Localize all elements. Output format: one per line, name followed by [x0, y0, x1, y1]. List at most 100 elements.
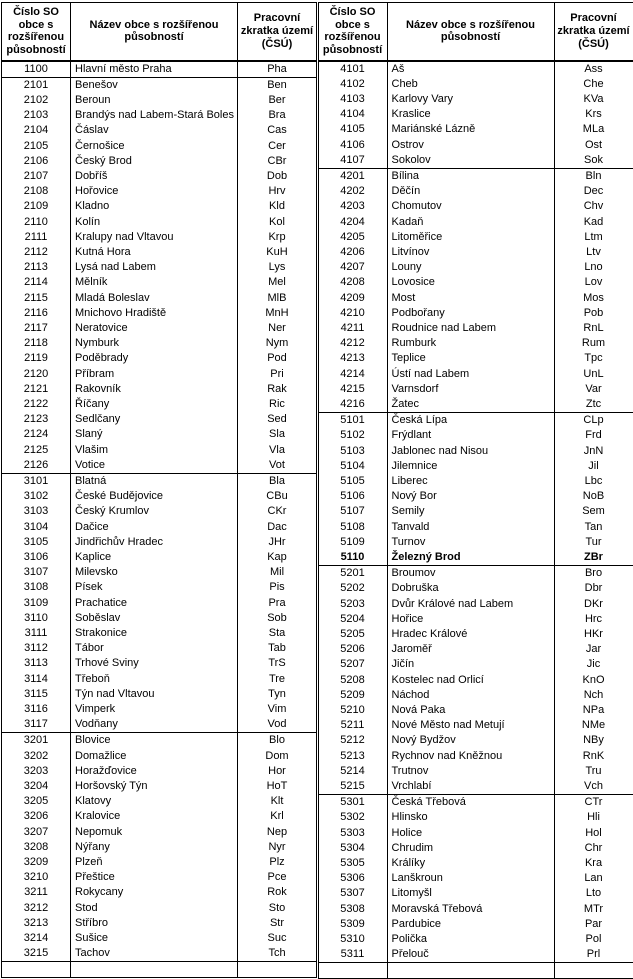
cell-code: 5102 [318, 428, 387, 443]
cell-code: 5211 [318, 718, 387, 733]
cell-code: 5302 [318, 810, 387, 825]
cell-code: 5308 [318, 902, 387, 917]
cell-code: 2118 [2, 336, 71, 351]
cell-code: 3111 [2, 626, 71, 641]
cell-abbr: Dbr [554, 581, 633, 596]
cell-abbr: Mel [238, 275, 317, 290]
cell-abbr: KuH [238, 245, 317, 260]
cell-code: 3210 [2, 870, 71, 885]
cell-code: 5309 [318, 917, 387, 932]
cell-code: 3113 [2, 656, 71, 671]
filler-cell [238, 962, 317, 977]
cell-abbr: Jic [554, 657, 633, 672]
cell-abbr: Bro [554, 566, 633, 582]
cell-code: 2107 [2, 169, 71, 184]
cell-code: 2121 [2, 382, 71, 397]
cell-abbr: Vla [238, 443, 317, 458]
cell-abbr: Vod [238, 717, 317, 733]
cell-code: 4104 [318, 107, 387, 122]
cell-name: Náchod [387, 688, 554, 703]
cell-name: Blovice [71, 733, 238, 749]
cell-name: Hořice [387, 612, 554, 627]
filler-cell [554, 963, 633, 978]
cell-code: 4213 [318, 351, 387, 366]
cell-code: 4210 [318, 306, 387, 321]
header-cell-name: Název obce s rozšířenou působností [71, 3, 238, 61]
cell-abbr: Pis [238, 580, 317, 595]
cell-name: Slaný [71, 427, 238, 442]
cell-abbr: Mil [238, 565, 317, 580]
cell-name: Blatná [71, 473, 238, 489]
cell-code: 3106 [2, 550, 71, 565]
cell-name: Plzeň [71, 855, 238, 870]
cell-abbr: Hrv [238, 184, 317, 199]
cell-abbr: NPa [554, 703, 633, 718]
table-filler-row [2, 962, 317, 977]
cell-code: 2110 [2, 215, 71, 230]
cell-code: 3209 [2, 855, 71, 870]
cell-code: 3107 [2, 565, 71, 580]
cell-name: Louny [387, 260, 554, 275]
cell-code: 3205 [2, 794, 71, 809]
cell-name: Říčany [71, 397, 238, 412]
cell-abbr: Sem [554, 504, 633, 519]
cell-abbr: Lno [554, 260, 633, 275]
cell-name: Hlinsko [387, 810, 554, 825]
cell-name: Poděbrady [71, 351, 238, 366]
cell-code: 5311 [318, 947, 387, 963]
cell-abbr: NoB [554, 489, 633, 504]
cell-abbr: Vot [238, 458, 317, 474]
cell-code: 4209 [318, 291, 387, 306]
cell-name: Železný Brod [387, 550, 554, 566]
cell-code: 4107 [318, 153, 387, 169]
cell-name: Rokycany [71, 885, 238, 900]
cell-name: Prachatice [71, 596, 238, 611]
cell-code: 3207 [2, 825, 71, 840]
cell-name: Dvůr Králové nad Labem [387, 597, 554, 612]
cell-code: 2122 [2, 397, 71, 412]
cell-abbr: Hor [238, 764, 317, 779]
cell-code: 5214 [318, 764, 387, 779]
cell-abbr: Sta [238, 626, 317, 641]
cell-code: 3109 [2, 596, 71, 611]
cell-abbr: KVa [554, 92, 633, 107]
cell-abbr: Var [554, 382, 633, 397]
cell-abbr: Tch [238, 946, 317, 962]
cell-code: 1100 [2, 61, 71, 78]
cell-code: 2124 [2, 427, 71, 442]
cell-abbr: Pri [238, 367, 317, 382]
cell-code: 3102 [2, 489, 71, 504]
cell-code: 4102 [318, 77, 387, 92]
cell-abbr: Kad [554, 215, 633, 230]
cell-code: 2104 [2, 123, 71, 138]
cell-abbr: Pra [238, 596, 317, 611]
cell-code: 3103 [2, 504, 71, 519]
cell-name: Černošice [71, 139, 238, 154]
